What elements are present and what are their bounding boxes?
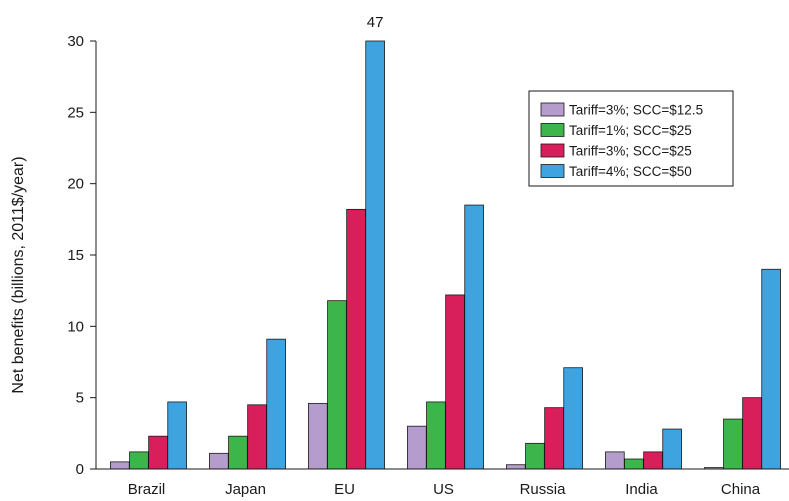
bar-us-series-1: [407, 425, 427, 470]
x-tick-label: India: [625, 481, 658, 498]
y-tick-label: 10: [67, 318, 84, 335]
y-tick-label: 30: [67, 33, 84, 50]
y-ticks-group: 0 5 10 15 20 25 30: [67, 33, 96, 478]
y-tick-label: 25: [67, 104, 84, 121]
bar-eu-series-3: [346, 208, 366, 470]
bar-india-series-4: [662, 428, 682, 470]
legend-label: Tariff=1%; SCC=$25: [569, 123, 692, 138]
y-tick-label: 5: [76, 390, 84, 407]
bar-brazil-series-1: [110, 461, 130, 470]
bar-us-series-3: [445, 294, 465, 470]
legend-swatch: [540, 143, 565, 158]
legend-swatch: [540, 102, 565, 117]
bar-china-series-4: [761, 268, 781, 470]
y-tick-label: 0: [76, 461, 84, 478]
annotations-group: 47: [367, 14, 384, 31]
legend-label: Tariff=4%; SCC=$50: [569, 164, 692, 179]
bar-value-annotation: 47: [367, 14, 384, 31]
bar-russia-series-3: [544, 407, 564, 470]
x-tick-label: US: [433, 481, 454, 498]
bar-brazil-series-4: [167, 401, 187, 470]
bar-india-series-3: [643, 451, 663, 470]
x-tick-label: Brazil: [128, 481, 166, 498]
bar-eu-series-1: [308, 402, 328, 470]
bar-russia-series-4: [563, 367, 583, 470]
bar-brazil-series-3: [148, 435, 168, 470]
legend-swatch: [540, 164, 565, 178]
x-tick-label: China: [721, 481, 761, 498]
bar-eu-series-2: [327, 300, 347, 470]
y-tick-label: 15: [67, 247, 84, 264]
bar-japan-series-4: [266, 338, 286, 470]
legend-swatch: [540, 123, 565, 137]
x-tick-label: Russia: [520, 481, 567, 498]
legend: Tariff=3%; SCC=$12.5 Tariff=1%; SCC=$25 Ta…: [528, 90, 734, 187]
bar-eu-series-4: [365, 40, 385, 470]
bar-us-series-4: [464, 204, 484, 470]
bar-japan-series-3: [247, 404, 267, 470]
legend-label: Tariff=3%; SCC=$12.5: [569, 103, 703, 118]
bar-russia-series-1: [506, 464, 526, 470]
x-tick-labels-group: Brazil Japan EU US Russia India China: [128, 481, 761, 498]
bar-us-series-2: [426, 401, 446, 470]
x-tick-label: Japan: [225, 481, 266, 498]
y-axis-label: Net benefits (billions, 2011$/year): [10, 156, 27, 393]
x-tick-label: EU: [334, 481, 355, 498]
legend-label: Tariff=3%; SCC=$25: [569, 144, 692, 159]
bar-china-series-2: [723, 418, 743, 470]
bar-japan-series-1: [209, 452, 229, 470]
bar-india-series-2: [624, 458, 644, 470]
bar-india-series-1: [605, 451, 625, 470]
bar-japan-series-2: [228, 435, 248, 470]
bar-china-series-3: [742, 397, 762, 470]
bar-brazil-series-2: [129, 451, 149, 470]
bars-group: [110, 40, 781, 470]
bar-russia-series-2: [525, 442, 545, 470]
y-tick-label: 20: [67, 176, 84, 193]
